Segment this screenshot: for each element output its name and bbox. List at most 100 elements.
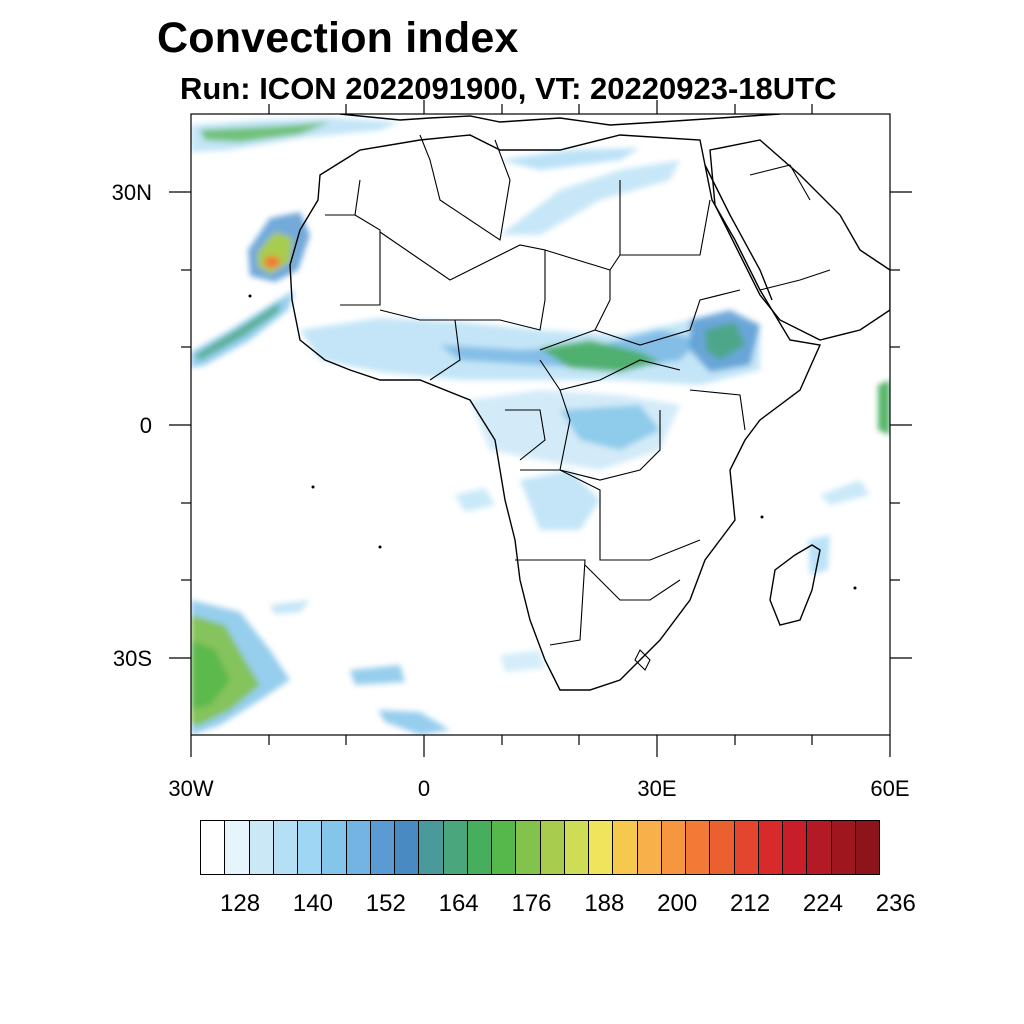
lat-label-0: 0 [139, 413, 152, 438]
border-2 [325, 179, 361, 216]
convection-patch-io-south [820, 480, 870, 505]
border-8 [455, 299, 546, 331]
colorbar-cell [492, 821, 517, 874]
convection-patch-north [500, 148, 640, 170]
convection-patch-s-atl-3 [378, 710, 450, 735]
colorbar-label: 224 [802, 890, 843, 917]
convection-patch-nw [191, 118, 400, 152]
colorbar-cell [807, 821, 832, 874]
colorbar-cell [273, 821, 298, 874]
border-10 [594, 289, 741, 346]
convection-patch-tail-core [195, 302, 280, 360]
border-1 [340, 214, 381, 306]
colorbar-label: 236 [875, 890, 916, 917]
colorbar-label: 176 [511, 890, 552, 917]
convection-patch-s-atl-4 [500, 650, 545, 672]
convection-patch-sahara [500, 160, 680, 235]
colorbar-cell [467, 821, 492, 874]
border-18 [634, 649, 651, 671]
convection-patch-congo-core [560, 405, 660, 450]
colorbar-label: 140 [292, 890, 333, 917]
border-6 [620, 199, 711, 256]
colorbar-label: 188 [584, 890, 625, 917]
lat-label-30n: 30N [111, 180, 152, 205]
island-1 [311, 485, 315, 489]
convection-patch-io-east [878, 380, 890, 435]
convection-patch-coast-peak [264, 256, 280, 268]
colorbar-cell [298, 821, 323, 874]
border-19 [759, 269, 831, 291]
border-14 [689, 389, 746, 431]
africa-coastline [289, 134, 822, 691]
colorbar-label: 152 [365, 890, 406, 917]
colorbar-cell [225, 821, 250, 874]
convection-patch-sudan [540, 340, 660, 372]
colorbar-cell [637, 821, 662, 874]
lon-label-30w: 30W [168, 776, 214, 801]
colorbar-cell [370, 821, 395, 874]
colorbar-cell [540, 821, 565, 874]
island-4 [853, 586, 857, 590]
convection-patch-s-atl-1 [270, 600, 310, 614]
border-13 [559, 389, 661, 481]
convection-patch-atlantic [455, 488, 495, 512]
colorbar-cell [395, 821, 420, 874]
border-12 [505, 409, 546, 461]
colorbar-cell [783, 821, 808, 874]
madagascar-coastline [769, 544, 821, 626]
lat-label-30s: 30S [112, 646, 152, 671]
colorbar-cell [443, 821, 468, 874]
colorbar-cell [201, 821, 226, 874]
border-4 [419, 134, 511, 241]
axis-ticks [169, 100, 912, 757]
colorbar-cell [564, 821, 589, 874]
convection-patch-sw-mid [191, 640, 230, 710]
colorbar-cell [710, 821, 735, 874]
colorbar-cell [686, 821, 711, 874]
border-16 [515, 559, 586, 646]
border-20 [749, 164, 811, 201]
colorbar-cell [613, 821, 638, 874]
colorbar-cell [758, 821, 783, 874]
island-3 [760, 515, 764, 519]
convection-patch-angola [520, 470, 600, 530]
colorbar-cell [516, 821, 541, 874]
border-9 [379, 309, 461, 381]
convection-patch-nw-core [200, 122, 330, 142]
island-5 [248, 294, 252, 298]
red-sea [704, 164, 773, 301]
colorbar-label: 212 [730, 890, 771, 917]
coastlines [289, 114, 890, 691]
border-3 [379, 231, 546, 300]
convection-patch-ethiopia-core [705, 322, 745, 360]
border-5 [544, 180, 621, 271]
convection-field [191, 118, 890, 735]
lon-label-0: 0 [417, 776, 431, 801]
colorbar-cell [855, 821, 879, 874]
map-subtitle: Run: ICON 2022091900, VT: 20220923-18UTC [180, 71, 837, 106]
small-islands [248, 294, 857, 590]
map-title: Convection index [157, 14, 519, 62]
colorbar-cell [419, 821, 444, 874]
colorbar-cell [831, 821, 856, 874]
colorbar-cell [249, 821, 274, 874]
colorbar-label: 164 [438, 890, 479, 917]
lon-label-60e: 60E [870, 776, 910, 801]
europe-coastline [339, 114, 781, 126]
border-11 [539, 359, 681, 391]
convection-patch-s-atl-2 [350, 665, 405, 685]
colorbar-cell [346, 821, 371, 874]
colorbar-label: 128 [220, 890, 261, 917]
colorbar [200, 820, 880, 875]
arabia-coastline [709, 139, 890, 341]
border-7 [539, 270, 611, 351]
colorbar-cell [322, 821, 347, 874]
colorbar-label: 200 [657, 890, 698, 917]
country-borders [325, 134, 831, 671]
border-15 [520, 469, 701, 561]
colorbar-cell [589, 821, 614, 874]
colorbar-cell [661, 821, 686, 874]
lon-label-30e: 30E [637, 776, 677, 801]
border-17 [584, 564, 681, 601]
